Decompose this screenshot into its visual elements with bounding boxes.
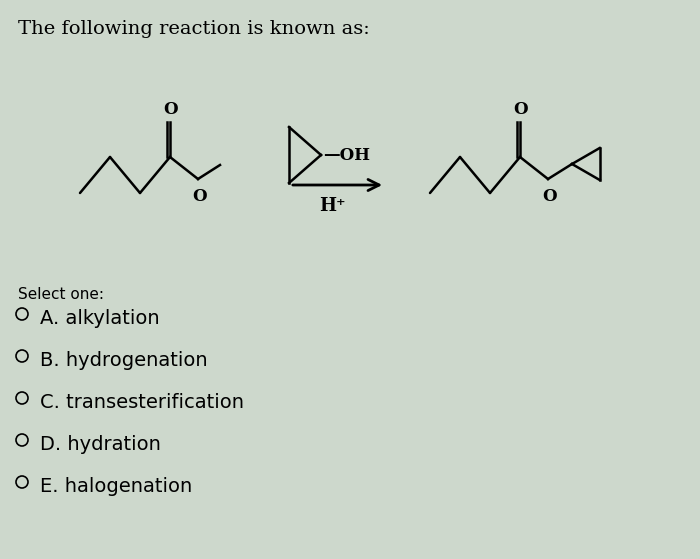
Text: C. transesterification: C. transesterification (40, 393, 244, 412)
Text: —OH: —OH (323, 148, 370, 164)
Text: The following reaction is known as:: The following reaction is known as: (18, 20, 370, 38)
Text: O: O (164, 101, 178, 118)
Text: B. hydrogenation: B. hydrogenation (40, 351, 208, 370)
Text: Select one:: Select one: (18, 287, 104, 302)
Text: H⁺: H⁺ (319, 197, 346, 215)
Text: A. alkylation: A. alkylation (40, 309, 160, 328)
Text: O: O (514, 101, 528, 118)
Text: E. halogenation: E. halogenation (40, 477, 193, 496)
Text: O: O (542, 188, 557, 205)
Text: D. hydration: D. hydration (40, 435, 161, 454)
Text: O: O (193, 188, 207, 205)
